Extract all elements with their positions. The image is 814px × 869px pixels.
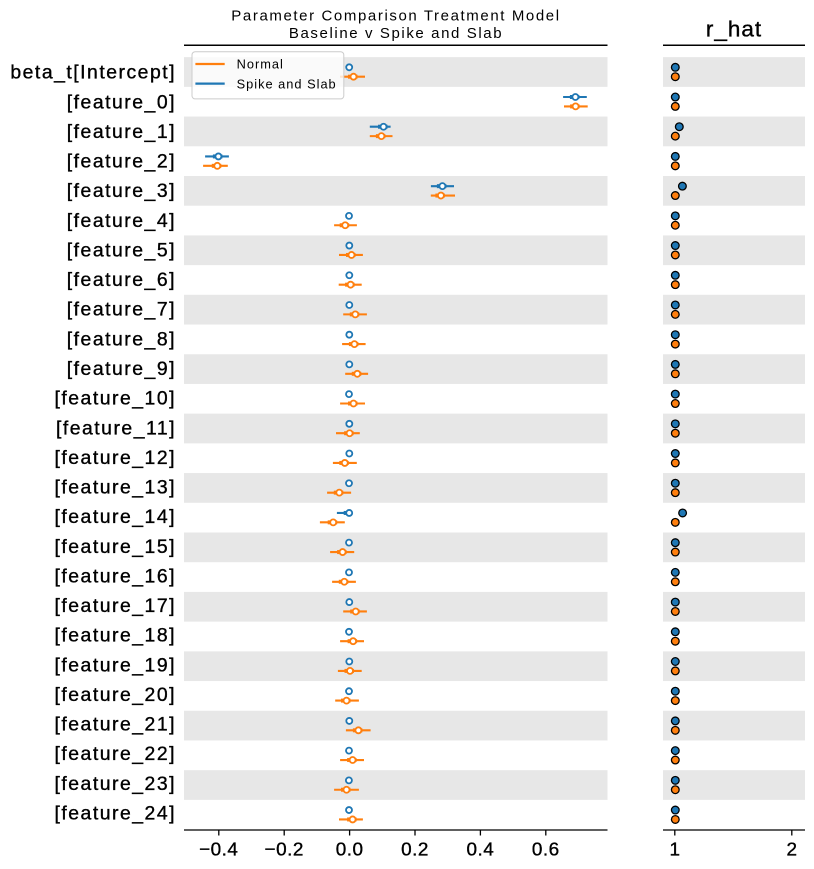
svg-text:0.2: 0.2 <box>401 839 429 860</box>
svg-text:−0.4: −0.4 <box>199 839 238 860</box>
svg-text:[feature_15]: [feature_15] <box>55 536 177 558</box>
svg-text:[feature_21]: [feature_21] <box>55 714 177 736</box>
svg-text:[feature_4]: [feature_4] <box>67 210 176 232</box>
svg-text:[feature_10]: [feature_10] <box>55 388 177 410</box>
svg-text:[feature_6]: [feature_6] <box>67 269 176 291</box>
svg-text:0.6: 0.6 <box>532 839 560 860</box>
svg-text:[feature_22]: [feature_22] <box>55 743 177 765</box>
svg-text:Spike and Slab: Spike and Slab <box>237 76 337 91</box>
svg-text:2: 2 <box>787 839 798 860</box>
svg-text:[feature_14]: [feature_14] <box>55 506 177 528</box>
svg-text:[feature_13]: [feature_13] <box>55 477 177 499</box>
svg-text:beta_t[Intercept]: beta_t[Intercept] <box>10 62 176 84</box>
svg-text:[feature_11]: [feature_11] <box>56 417 176 439</box>
svg-text:[feature_17]: [feature_17] <box>55 595 177 617</box>
svg-text:[feature_3]: [feature_3] <box>67 180 176 202</box>
svg-text:Normal: Normal <box>237 57 284 72</box>
svg-text:[feature_19]: [feature_19] <box>55 654 177 676</box>
svg-text:[feature_5]: [feature_5] <box>67 239 176 261</box>
svg-text:[feature_0]: [feature_0] <box>67 91 176 113</box>
svg-text:[feature_2]: [feature_2] <box>67 151 176 173</box>
svg-text:[feature_8]: [feature_8] <box>67 328 176 350</box>
svg-text:[feature_9]: [feature_9] <box>67 358 176 380</box>
svg-text:[feature_16]: [feature_16] <box>55 565 177 587</box>
svg-text:−0.2: −0.2 <box>265 839 304 860</box>
svg-text:[feature_12]: [feature_12] <box>55 447 177 469</box>
svg-text:[feature_18]: [feature_18] <box>55 625 177 647</box>
svg-text:0.0: 0.0 <box>336 839 364 860</box>
svg-text:[feature_24]: [feature_24] <box>55 802 177 824</box>
svg-text:[feature_23]: [feature_23] <box>55 773 177 795</box>
svg-text:Baseline v Spike and Slab: Baseline v Spike and Slab <box>289 25 503 42</box>
svg-text:1: 1 <box>670 839 681 860</box>
svg-text:Parameter Comparison Treatment: Parameter Comparison Treatment Model <box>231 8 560 25</box>
svg-text:[feature_20]: [feature_20] <box>55 684 177 706</box>
svg-text:r_hat: r_hat <box>706 17 762 42</box>
svg-text:0.4: 0.4 <box>467 839 495 860</box>
svg-text:[feature_1]: [feature_1] <box>67 121 176 143</box>
svg-text:[feature_7]: [feature_7] <box>67 299 176 321</box>
